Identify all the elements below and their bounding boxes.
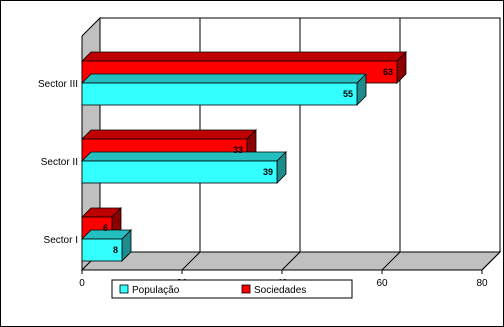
legend-swatch-populacao <box>119 284 129 294</box>
data-label-sociedades-sector-ii: 33 <box>233 145 243 155</box>
category-label-sector-ii: Sector II <box>41 157 78 168</box>
bar-top-face <box>81 73 367 84</box>
legend-box <box>111 279 353 299</box>
category-label-sector-iii: Sector III <box>38 79 78 90</box>
data-label-populacao-sector-i: 8 <box>113 245 118 255</box>
bar-populacao-sector-ii <box>81 151 287 184</box>
x-tick-label: 80 <box>476 278 488 289</box>
legend-label-sociedades: Sociedades <box>254 285 306 296</box>
bar-front-face <box>81 160 278 184</box>
floor-gridline <box>181 251 201 271</box>
bar-populacao-sector-iii <box>81 73 367 106</box>
bar-populacao-sector-i <box>81 229 132 262</box>
bar-front-face <box>81 238 123 262</box>
x-tick-label: 60 <box>376 278 388 289</box>
data-label-sociedades-sector-i: 6 <box>103 223 108 233</box>
floor-gridline <box>281 251 301 271</box>
legend-swatch-sociedades <box>241 284 251 294</box>
bar-top-face <box>81 51 407 62</box>
data-label-populacao-sector-ii: 39 <box>263 167 273 177</box>
legend-label-populacao: População <box>132 285 180 296</box>
data-label-sociedades-sector-iii: 63 <box>383 67 393 77</box>
floor-gridline <box>481 251 501 271</box>
data-label-populacao-sector-iii: 55 <box>343 89 353 99</box>
x-tick-label: 0 <box>79 278 85 289</box>
bar-front-face <box>81 82 358 106</box>
floor-gridline <box>381 251 401 271</box>
category-label-sector-i: Sector I <box>44 235 78 246</box>
bar-top-face <box>81 129 257 140</box>
bar-top-face <box>81 151 287 162</box>
